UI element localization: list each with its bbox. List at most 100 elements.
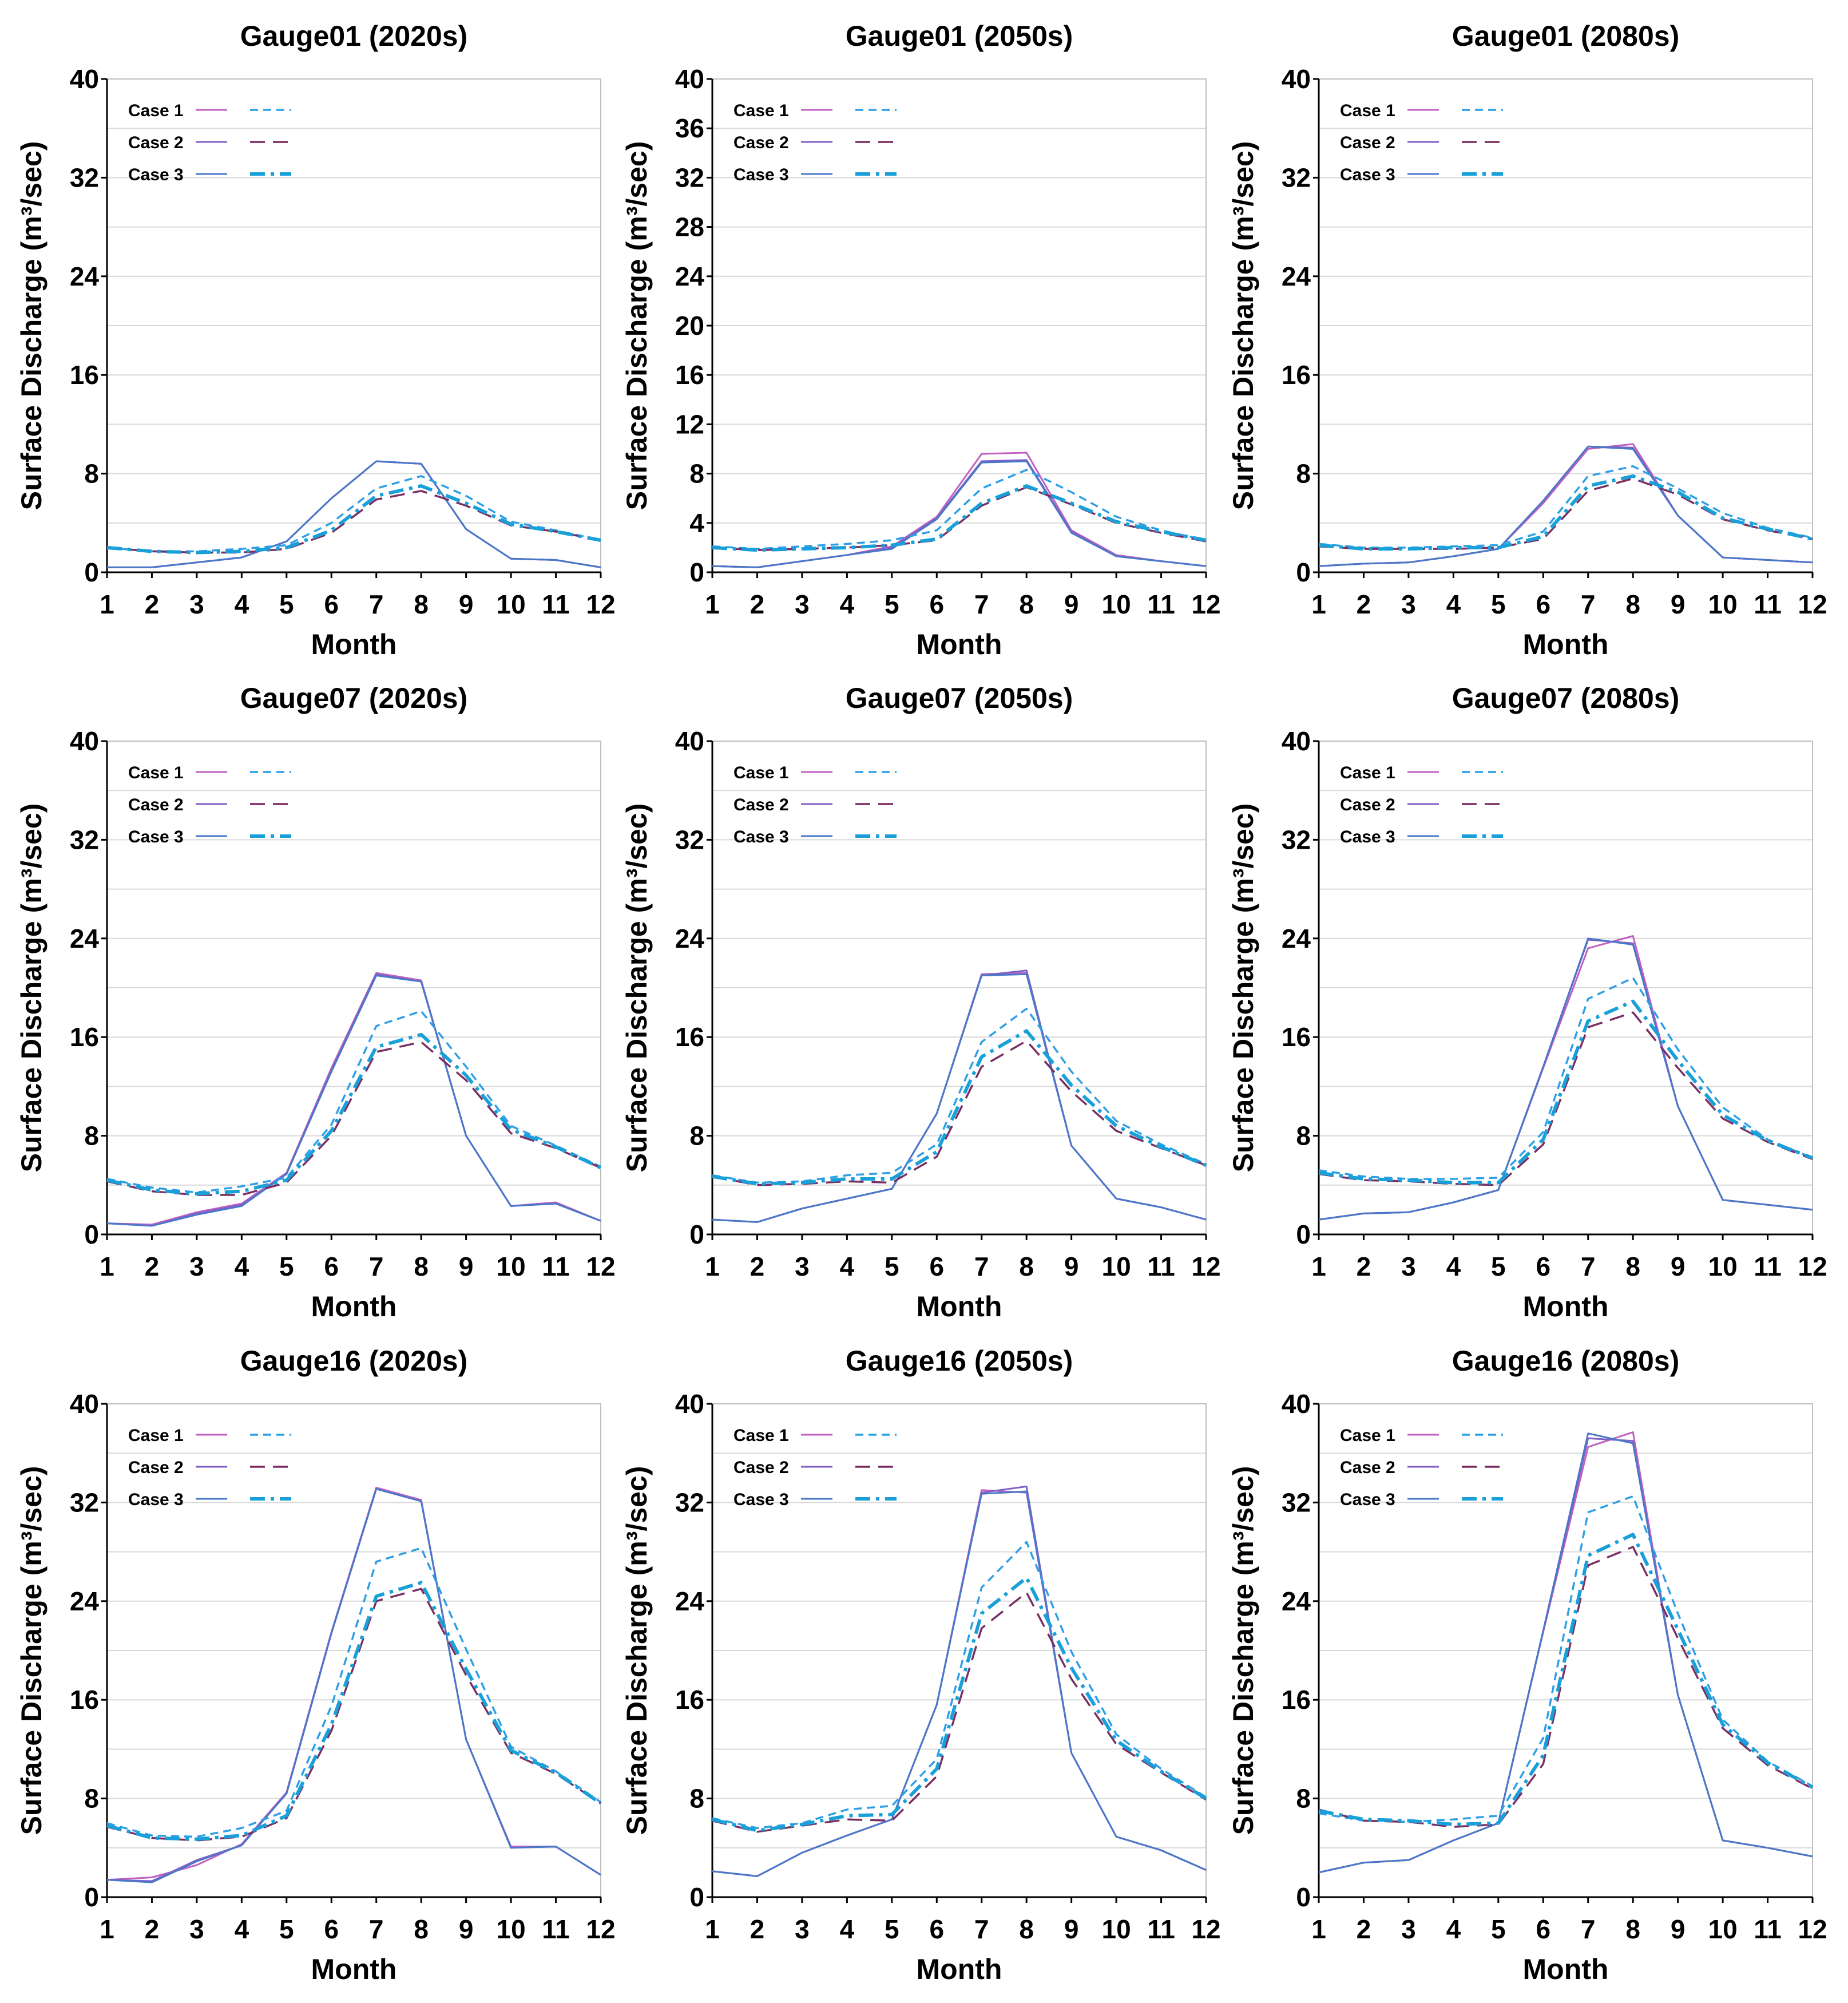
x-tick-label: 4 <box>235 1252 249 1281</box>
legend: Case 1 Case 2 Case 3 <box>1340 101 1503 184</box>
y-tick-label: 24 <box>675 1586 705 1616</box>
series-line <box>712 469 1207 550</box>
y-tick-label: 8 <box>84 1784 99 1814</box>
x-tick-label: 9 <box>1064 1252 1079 1281</box>
chart-title: Gauge07 (2050s) <box>846 682 1073 714</box>
x-axis-title: Month <box>917 1953 1002 1985</box>
legend: Case 1 Case 2 Case 3 <box>1340 1426 1503 1509</box>
x-tick-label: 8 <box>1625 1914 1640 1944</box>
x-tick-label: 9 <box>459 1252 474 1281</box>
y-axis-title: Surface Discharge (m³/sec) <box>1227 141 1259 510</box>
x-tick-label: 4 <box>235 589 249 619</box>
x-tick-label: 5 <box>885 589 899 619</box>
x-tick-label: 8 <box>414 589 429 619</box>
x-tick-label: 4 <box>840 1252 855 1281</box>
x-tick-label: 8 <box>1019 589 1034 619</box>
legend-label: Case 3 <box>1340 828 1395 846</box>
x-tick-label: 6 <box>929 1252 944 1281</box>
x-axis-title: Month <box>311 1291 397 1323</box>
y-tick-label: 16 <box>675 1022 704 1052</box>
y-tick-label: 40 <box>1282 1389 1311 1419</box>
series-line <box>1318 937 1813 1221</box>
x-tick-label: 3 <box>795 1914 810 1944</box>
x-tick-label: 3 <box>795 1252 810 1281</box>
x-tick-label: 4 <box>1446 589 1461 619</box>
series-line <box>106 1010 601 1194</box>
x-tick-label: 9 <box>1064 1914 1079 1944</box>
y-tick-label: 40 <box>70 1389 99 1419</box>
x-tick-label: 11 <box>1147 1914 1175 1944</box>
x-tick-label: 6 <box>324 1914 339 1944</box>
x-tick-label: 7 <box>1581 1914 1596 1944</box>
x-tick-label: 4 <box>1446 1914 1461 1944</box>
y-tick-label: 32 <box>675 825 704 854</box>
y-tick-label: 0 <box>1296 1220 1311 1249</box>
x-tick-label: 9 <box>459 1914 474 1944</box>
chart-title: Gauge07 (2080s) <box>1452 682 1679 714</box>
series-line <box>712 459 1207 568</box>
series-line <box>106 972 601 1226</box>
x-tick-label: 9 <box>459 589 474 619</box>
x-tick-label: 10 <box>1708 589 1738 619</box>
series-line <box>1318 445 1813 567</box>
x-tick-label: 6 <box>1536 1252 1550 1281</box>
x-tick-label: 6 <box>324 589 339 619</box>
series-line <box>106 484 601 555</box>
x-tick-label: 2 <box>145 1914 160 1944</box>
x-tick-label: 3 <box>1401 1252 1416 1281</box>
series-line <box>106 1041 601 1196</box>
series-line <box>106 475 601 553</box>
legend-label: Case 2 <box>128 133 184 152</box>
x-tick-label: 4 <box>235 1914 249 1944</box>
x-tick-label: 2 <box>1357 589 1371 619</box>
legend-label: Case 1 <box>733 763 789 782</box>
x-tick-label: 3 <box>189 1914 204 1944</box>
series-line <box>106 1488 601 1882</box>
legend-label: Case 2 <box>1340 133 1395 152</box>
series-line <box>106 1588 601 1842</box>
series-line <box>712 1489 1207 1877</box>
x-tick-label: 10 <box>1102 589 1131 619</box>
x-tick-label: 11 <box>1754 1252 1782 1281</box>
x-axis-title: Month <box>917 1291 1002 1323</box>
x-tick-label: 11 <box>542 1252 570 1281</box>
series-line <box>1318 999 1814 1185</box>
x-tick-label: 1 <box>100 1252 114 1281</box>
series-line <box>712 1007 1207 1184</box>
x-tick-label: 9 <box>1671 1252 1686 1281</box>
x-tick-label: 7 <box>974 1914 989 1944</box>
y-tick-label: 24 <box>1282 262 1311 291</box>
series-line <box>712 973 1207 1223</box>
chart-title: Gauge07 (2020s) <box>240 682 467 714</box>
series-line <box>1318 1011 1813 1186</box>
legend-label: Case 3 <box>128 1490 184 1509</box>
chart-title: Gauge16 (2050s) <box>846 1345 1073 1377</box>
x-tick-label: 8 <box>1625 1252 1640 1281</box>
legend: Case 1 Case 2 Case 3 <box>128 763 291 846</box>
y-tick-label: 36 <box>675 113 704 143</box>
x-tick-label: 3 <box>1401 589 1416 619</box>
y-axis-title: Surface Discharge (m³/sec) <box>621 141 653 510</box>
y-tick-label: 24 <box>675 924 705 953</box>
x-tick-label: 10 <box>1102 1914 1131 1944</box>
y-tick-label: 40 <box>675 1389 704 1419</box>
x-tick-label: 1 <box>705 1914 720 1944</box>
y-tick-label: 24 <box>70 262 100 291</box>
x-tick-label: 1 <box>1311 1252 1326 1281</box>
x-tick-label: 5 <box>885 1914 899 1944</box>
x-tick-label: 2 <box>1357 1252 1371 1281</box>
legend: Case 1 Case 2 Case 3 <box>128 1426 291 1509</box>
chart-title: Gauge16 (2020s) <box>240 1345 467 1377</box>
legend-label: Case 1 <box>733 101 789 120</box>
series-line <box>712 1485 1207 1877</box>
legend: Case 1 Case 2 Case 3 <box>1340 763 1503 846</box>
chart-title: Gauge01 (2020s) <box>240 20 467 52</box>
x-tick-label: 4 <box>1446 1252 1461 1281</box>
x-tick-label: 2 <box>750 589 765 619</box>
x-tick-label: 11 <box>1147 1252 1175 1281</box>
series-line <box>712 1490 1207 1877</box>
